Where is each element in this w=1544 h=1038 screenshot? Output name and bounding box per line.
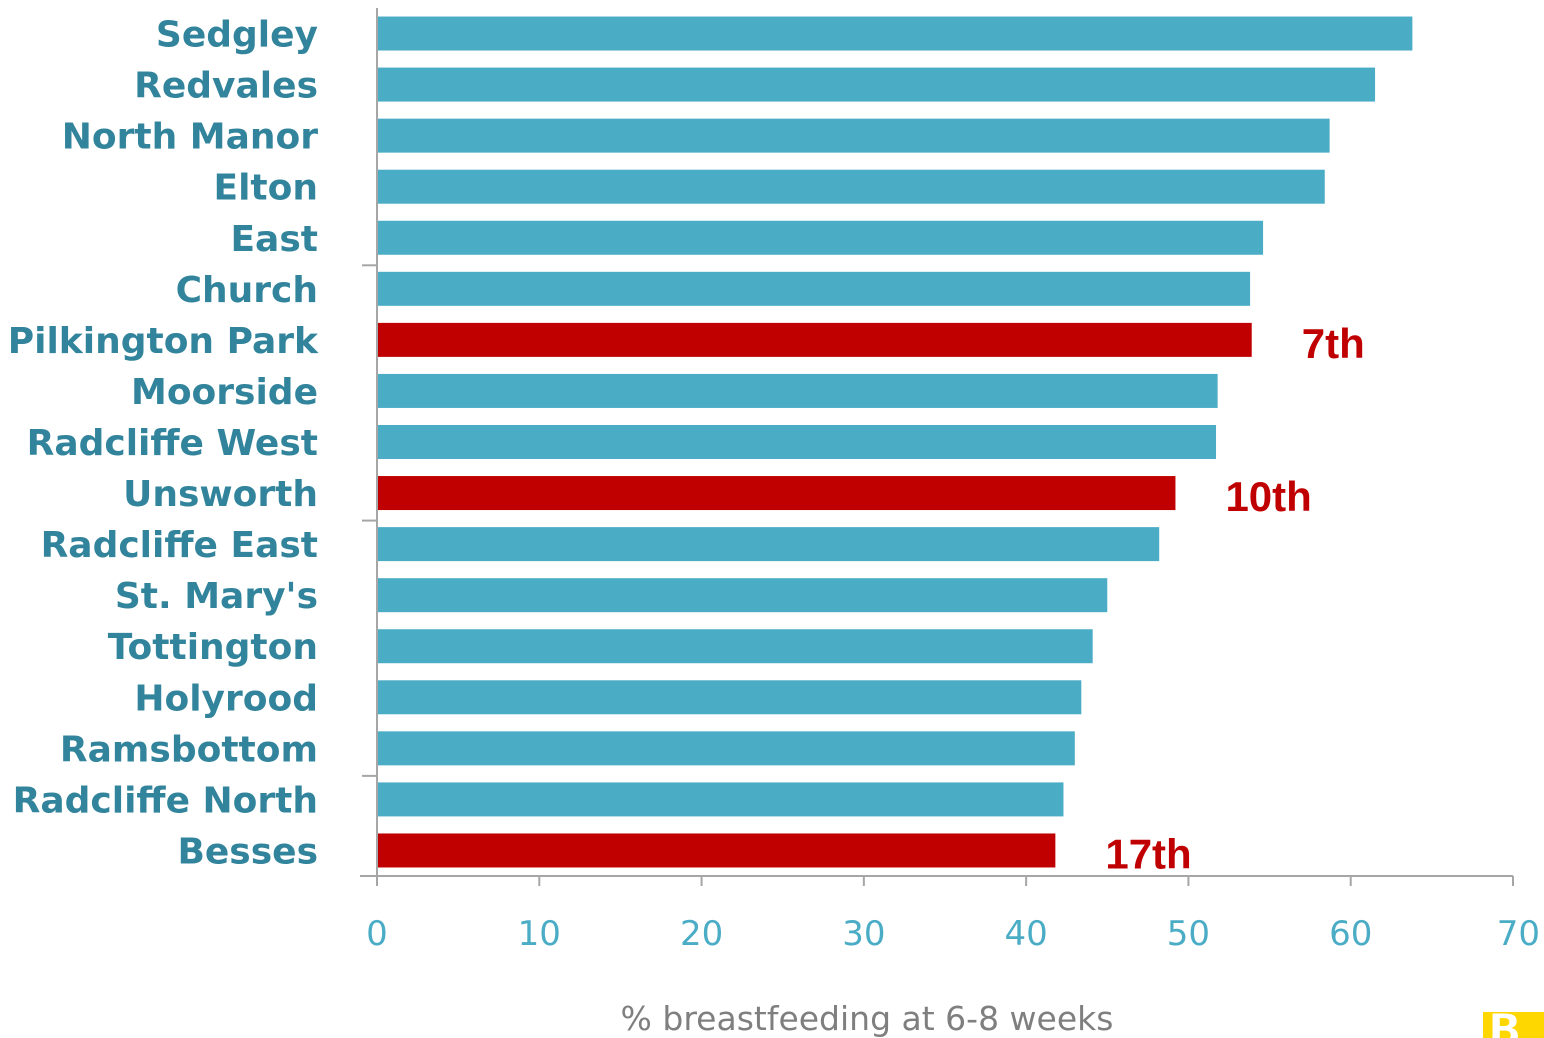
x-tick-labels: 0 10 20 30 40 50 60 70	[366, 914, 1540, 954]
category-label: Sedgley	[156, 15, 318, 56]
category-label: Ramsbottom	[60, 729, 318, 770]
x-tick-label: 20	[680, 914, 723, 954]
x-axis-title: % breastfeeding at 6-8 weeks	[621, 999, 1114, 1038]
bar	[378, 578, 1108, 613]
category-label: St. Mary's	[115, 576, 318, 617]
logo: B	[1483, 1005, 1544, 1038]
category-label: Church	[176, 270, 318, 311]
x-tick-label: 60	[1329, 914, 1372, 954]
category-label: Besses	[177, 831, 318, 872]
x-tick-label: 40	[1005, 914, 1048, 954]
bar	[378, 680, 1082, 715]
category-label: Radcliffe West	[27, 423, 318, 464]
bar	[378, 118, 1330, 153]
axes	[360, 8, 1514, 886]
bar	[378, 833, 1056, 868]
category-label: East	[230, 219, 318, 260]
category-labels: Sedgley Redvales North Manor Elton East Churc…	[8, 15, 319, 873]
x-tick-label: 0	[366, 914, 388, 954]
category-label: Radcliffe North	[13, 780, 318, 821]
bars	[378, 16, 1413, 868]
category-label: Holyrood	[134, 678, 318, 719]
rank-annotation: 17th	[1105, 830, 1191, 877]
category-label: Redvales	[134, 66, 318, 107]
bar	[378, 782, 1064, 817]
bar	[378, 629, 1093, 664]
category-label: Tottington	[108, 627, 318, 668]
bar	[378, 322, 1252, 357]
category-label: Unsworth	[123, 474, 318, 515]
rank-annotation: 7th	[1302, 320, 1365, 367]
category-label: Moorside	[131, 372, 318, 413]
x-tick-label: 50	[1167, 914, 1210, 954]
bar	[378, 271, 1251, 306]
bar	[378, 16, 1413, 51]
x-tick-label: 10	[518, 914, 561, 954]
bar	[378, 373, 1218, 408]
x-tick-label: 30	[842, 914, 885, 954]
category-label: Elton	[213, 168, 318, 209]
x-tick-label: 70	[1497, 914, 1540, 954]
rank-annotations: 7th 10th 17th	[1105, 320, 1364, 878]
bar	[378, 425, 1217, 459]
bar	[378, 220, 1264, 255]
logo-block	[1483, 1012, 1544, 1038]
bar	[378, 476, 1176, 511]
bar	[378, 527, 1160, 562]
bar	[378, 169, 1325, 204]
rank-annotation: 10th	[1225, 473, 1311, 520]
category-label: Pilkington Park	[8, 321, 319, 362]
category-label: North Manor	[62, 117, 318, 158]
logo-letter: B	[1488, 1005, 1522, 1038]
bar	[378, 731, 1075, 766]
category-label: Radcliffe East	[41, 525, 318, 566]
bar	[378, 67, 1376, 102]
